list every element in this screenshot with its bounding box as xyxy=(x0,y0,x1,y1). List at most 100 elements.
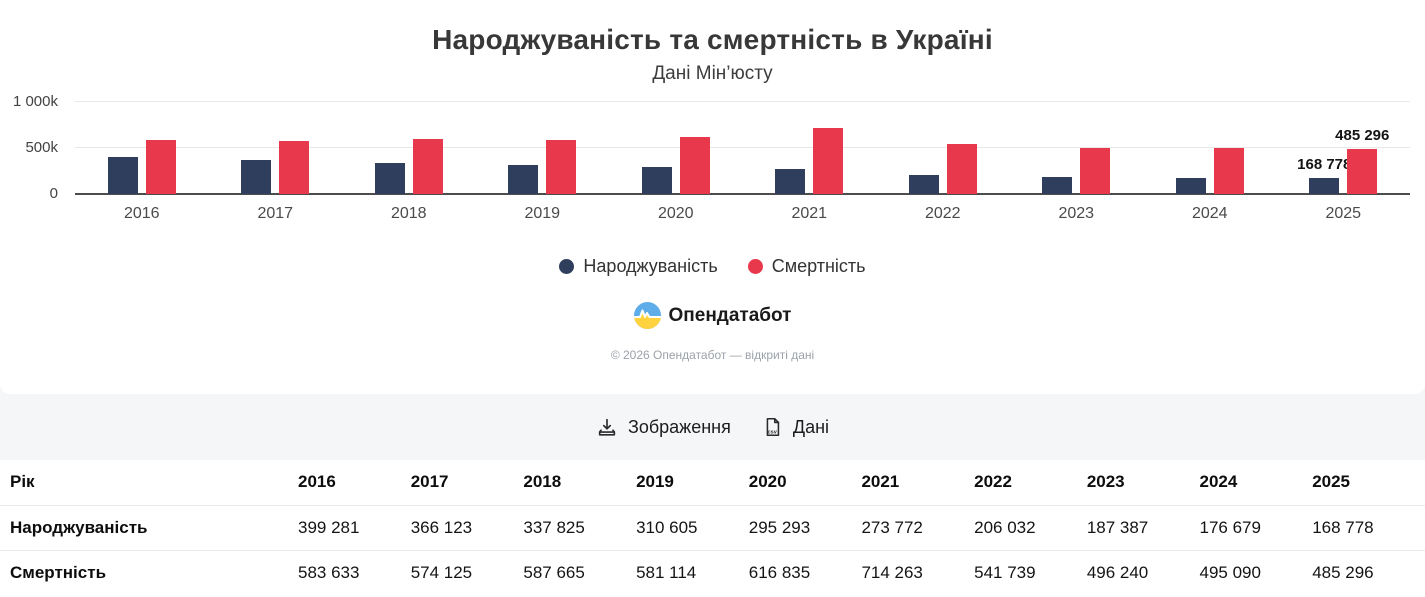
bar-group-2017 xyxy=(241,101,310,194)
y-axis-tick: 500k xyxy=(25,139,58,156)
x-axis-label-2018: 2018 xyxy=(390,205,427,222)
table-cell: 187 387 xyxy=(1086,517,1149,537)
x-axis-label-2021: 2021 xyxy=(791,205,828,222)
data-table: Рік 2016 2017 2018 2019 2020 2021 2022 2023 2024 2… xyxy=(0,460,1425,595)
deaths-legend-label: Смертність xyxy=(771,256,866,276)
table-cell: 273 772 xyxy=(861,517,923,537)
table-cell: 168 778 xyxy=(1312,517,1374,537)
year-column-header: 2025 xyxy=(1312,472,1351,492)
opendatabot-logo-icon xyxy=(633,302,661,329)
table-cell: 541 739 xyxy=(974,562,1036,582)
table-cell: 583 633 xyxy=(298,562,360,582)
table-cell: 295 293 xyxy=(748,517,811,537)
year-column-header: 2020 xyxy=(748,472,787,492)
bar-group-2023 xyxy=(1042,101,1111,194)
table-cell: 206 032 xyxy=(974,517,1036,537)
download-image-button[interactable]: Зображення xyxy=(596,416,731,438)
y-axis-tick: 0 xyxy=(49,185,58,202)
legend-item-deaths[interactable]: Смертність xyxy=(747,256,866,277)
births-value-label: 168 778 xyxy=(1297,156,1352,174)
table-cell: 176 679 xyxy=(1199,517,1261,537)
births-bar-2016[interactable] xyxy=(107,156,138,194)
chart-legend: Народжуваність Смертність xyxy=(0,256,1425,277)
births-legend-label: Народжуваність xyxy=(583,256,718,276)
bar-group-2024 xyxy=(1175,101,1244,194)
deaths-bar-2025[interactable]: 485 296 xyxy=(1335,127,1389,194)
births-legend-marker xyxy=(559,259,575,274)
deaths-bar-2016[interactable] xyxy=(145,139,176,194)
bar-group-2016 xyxy=(107,101,176,194)
bar-group-2021 xyxy=(775,101,844,194)
year-column-header: 2016 xyxy=(298,472,336,492)
x-axis-label-2024: 2024 xyxy=(1191,205,1228,222)
deaths-bar-2018[interactable] xyxy=(412,139,443,194)
chart-title: Народжуваність та смертність в Україні xyxy=(432,24,993,55)
births-bar-2019[interactable] xyxy=(508,165,539,194)
table-cell: 495 090 xyxy=(1199,562,1261,582)
bar-group-2019 xyxy=(508,101,577,194)
x-axis-label-2017: 2017 xyxy=(257,205,294,222)
table-cell: 574 125 xyxy=(410,562,473,582)
births-bar-2025[interactable]: 168 778 xyxy=(1297,156,1351,194)
bar-group-2025: 168 778 485 296 xyxy=(1297,101,1389,194)
births-bar-2023[interactable] xyxy=(1042,176,1073,194)
year-column-header: 2017 xyxy=(410,472,449,492)
table-cell: 310 605 xyxy=(636,517,698,537)
actions-bar: Зображення csv Дані xyxy=(0,384,1425,460)
download-icon xyxy=(598,418,616,436)
year-column-header: 2023 xyxy=(1086,472,1125,492)
row-label: Народжуваність xyxy=(10,517,148,537)
x-axis-label-2022: 2022 xyxy=(924,205,961,222)
deaths-bar-2024[interactable] xyxy=(1213,148,1244,194)
deaths-value-label: 485 296 xyxy=(1335,126,1390,144)
svg-text:csv: csv xyxy=(767,429,777,435)
deaths-bar-2021[interactable] xyxy=(813,127,844,194)
data-table-section: Рік 2016 2017 2018 2019 2020 2021 2022 2023 2024 2… xyxy=(0,460,1425,597)
legend-item-births[interactable]: Народжуваність xyxy=(559,256,718,277)
table-row: Народжуваність 399 281 366 123 337 825 310 6… xyxy=(0,505,1425,550)
births-bar-2021[interactable] xyxy=(775,168,806,194)
table-header-year: Рік xyxy=(10,472,35,492)
gridline xyxy=(75,147,1410,148)
x-axis-label-2025: 2025 xyxy=(1325,205,1362,222)
gridline xyxy=(75,101,1410,102)
year-column-header: 2019 xyxy=(636,472,674,492)
table-cell: 587 665 xyxy=(523,562,585,582)
deaths-bar-2022[interactable] xyxy=(946,143,977,194)
x-axis-label-2023: 2023 xyxy=(1058,205,1095,222)
table-cell: 616 835 xyxy=(748,562,811,582)
brand-row: Опендатабот xyxy=(0,302,1425,329)
chart-subtitle: Дані Мін’юсту xyxy=(652,63,773,84)
deaths-bar-2023[interactable] xyxy=(1080,147,1111,194)
y-axis-tick: 1 000k xyxy=(12,93,58,110)
year-column-header: 2018 xyxy=(523,472,562,492)
table-cell: 337 825 xyxy=(523,517,585,537)
download-data-label: Дані xyxy=(792,416,830,437)
deaths-bar-2019[interactable] xyxy=(546,140,577,194)
x-axis-label-2020: 2020 xyxy=(657,205,694,222)
births-bar-2022[interactable] xyxy=(908,174,939,194)
table-cell: 485 296 xyxy=(1312,562,1374,582)
copyright-text: © 2026 Опендатабот — відкриті дані xyxy=(610,348,815,362)
births-bar-2017[interactable] xyxy=(241,160,272,194)
x-axis-label-2016: 2016 xyxy=(123,205,160,222)
deaths-bar-2020[interactable] xyxy=(679,136,710,194)
year-column-header: 2022 xyxy=(974,472,1012,492)
bar-group-2018 xyxy=(374,101,443,194)
births-bar-2024[interactable] xyxy=(1175,177,1206,194)
download-data-button[interactable]: csv Дані xyxy=(761,416,829,438)
year-column-header: 2021 xyxy=(861,472,900,492)
deaths-legend-marker xyxy=(747,259,763,274)
year-column-header: 2024 xyxy=(1199,472,1238,492)
brand-name[interactable]: Опендатабот xyxy=(668,304,792,326)
bar-group-2022 xyxy=(908,101,977,194)
table-cell: 581 114 xyxy=(636,562,697,582)
table-cell: 366 123 xyxy=(410,517,473,537)
births-bar-2018[interactable] xyxy=(374,162,405,194)
births-bar-2020[interactable] xyxy=(641,166,672,194)
csv-file-icon: csv xyxy=(766,417,780,437)
x-axis-labels: 2016 2017 2018 2019 2020 2021 2022 2023 2024 2025 xyxy=(75,205,1410,223)
deaths-bar-2017[interactable] xyxy=(279,140,310,194)
chart-card: Народжуваність та смертність в Україні Д… xyxy=(0,24,1425,362)
table-cell: 714 263 xyxy=(861,562,923,582)
